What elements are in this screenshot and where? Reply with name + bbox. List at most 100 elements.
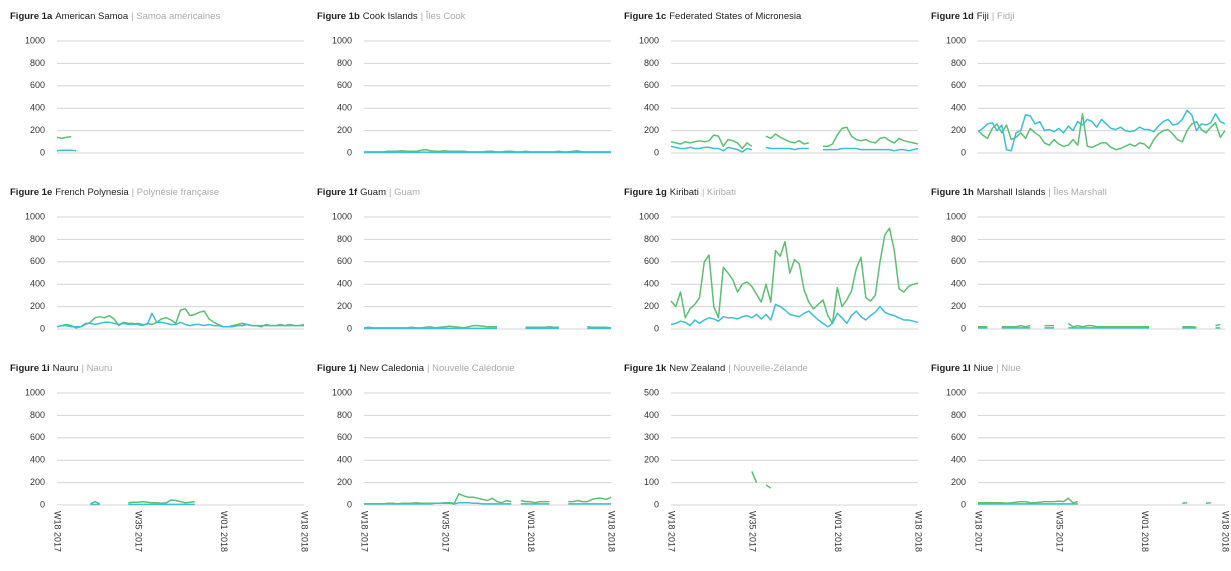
panel-title: Figure 1i Nauru | Nauru: [10, 363, 112, 374]
figure-label: Figure 1j: [317, 363, 357, 374]
panel: Figure 1h Marshall Islands | Îles Marshall…: [931, 187, 1225, 333]
panel-title: Figure 1l Niue | Niue: [931, 363, 1021, 374]
country-name: New Zealand: [669, 363, 725, 374]
panel: Figure 1i Nauru | Nauru 0 200 400 600 800 1000 W1…: [10, 363, 310, 553]
series-line: [670, 145, 919, 153]
country-name: American Samoa: [55, 11, 129, 22]
figure-label: Figure 1b: [317, 11, 360, 22]
y-tick-label: 400: [951, 455, 966, 465]
y-tick-label: 1000: [946, 387, 966, 397]
y-tick-label: 600: [30, 432, 45, 442]
x-tick-label: W35 2017: [1054, 511, 1064, 552]
country-name: Guam: [360, 187, 386, 198]
y-tick-label: 1000: [332, 211, 352, 221]
series-line: [364, 493, 612, 505]
y-tick-label: 1000: [946, 35, 966, 45]
y-tick-label: 200: [951, 477, 966, 487]
x-tick-label: W35 2017: [133, 511, 143, 552]
y-tick-label: 1000: [946, 211, 966, 221]
y-tick-label: 400: [951, 103, 966, 113]
x-tick-label: W18 2017: [667, 511, 677, 552]
y-tick-label: 0: [40, 499, 45, 509]
panel-title: Figure 1c Federated States of Micronesia: [624, 11, 802, 22]
y-tick-label: 600: [337, 432, 352, 442]
panel-title: Figure 1b Cook Islands | Îles Cook: [317, 11, 466, 22]
y-tick-label: 0: [961, 499, 966, 509]
series-line: [670, 126, 919, 150]
panel: Figure 1d Fiji | Fidji 0 200 400 600 800 1000: [931, 11, 1226, 157]
x-tick-label: W18 2017: [974, 511, 984, 552]
x-tick-label: W01 2018: [833, 511, 843, 552]
y-tick-label: 1000: [332, 387, 352, 397]
y-tick-label: 300: [644, 432, 659, 442]
y-tick-label: 600: [30, 256, 45, 266]
series-line: [364, 502, 611, 505]
country-name: Niue: [974, 363, 994, 374]
y-tick-label: 800: [30, 58, 45, 68]
y-tick-label: 400: [644, 410, 659, 420]
y-tick-label: 600: [644, 256, 659, 266]
y-tick-label: 0: [347, 499, 352, 509]
country-name-fr: | Îles Marshall: [1048, 187, 1106, 198]
panel-title: Figure 1j New Caledonia | Nouvelle Calédon…: [317, 363, 515, 374]
country-name: Kiribati: [670, 187, 699, 198]
y-tick-label: 0: [40, 147, 45, 157]
series-line: [89, 499, 195, 505]
y-tick-label: 800: [644, 58, 659, 68]
panel: Figure 1f Guam | Guam 0 200 400 600 800 1000: [317, 187, 612, 333]
y-tick-label: 400: [644, 103, 659, 113]
figure-label: Figure 1c: [624, 11, 666, 22]
panel: Figure 1l Niue | Niue 0 200 400 600 800 1000 W18 …: [931, 363, 1231, 553]
series-line: [364, 148, 611, 153]
y-tick-label: 600: [951, 80, 966, 90]
y-tick-label: 400: [644, 279, 659, 289]
series-line: [977, 113, 1226, 151]
series-line: [670, 303, 919, 328]
y-tick-label: 400: [337, 279, 352, 289]
series-line: [751, 471, 772, 489]
y-tick-label: 800: [337, 58, 352, 68]
figure-label: Figure 1l: [931, 363, 971, 374]
y-tick-label: 400: [951, 279, 966, 289]
y-tick-label: 200: [951, 125, 966, 135]
figure-label: Figure 1g: [624, 187, 667, 198]
country-name-fr: | Samoa américaines: [131, 11, 220, 22]
y-tick-label: 100: [644, 477, 659, 487]
x-tick-label: W18 2017: [53, 511, 63, 552]
y-tick-label: 800: [951, 58, 966, 68]
x-tick-label: W35 2017: [440, 511, 450, 552]
y-tick-label: 0: [961, 147, 966, 157]
y-tick-label: 200: [30, 125, 45, 135]
y-tick-label: 800: [337, 410, 352, 420]
y-tick-label: 400: [30, 455, 45, 465]
figure-label: Figure 1f: [317, 187, 358, 198]
country-name: Cook Islands: [363, 11, 418, 22]
panel: Figure 1g Kiribati | Kiribati 0 200 400 600 800…: [624, 187, 919, 333]
x-tick-label: W18 2017: [360, 511, 370, 552]
panel: Figure 1c Federated States of Micronesia 0…: [624, 11, 919, 157]
y-tick-label: 800: [337, 234, 352, 244]
y-tick-label: 800: [644, 234, 659, 244]
panel-title: Figure 1a American Samoa | Samoa américain…: [10, 11, 220, 22]
y-tick-label: 0: [347, 147, 352, 157]
panel-title: Figure 1d Fiji | Fidji: [931, 11, 1014, 22]
country-name: Marshall Islands: [977, 187, 1046, 198]
y-tick-label: 600: [951, 432, 966, 442]
y-tick-label: 400: [337, 103, 352, 113]
x-tick-label: W01 2018: [526, 511, 536, 552]
country-name: French Polynesia: [55, 187, 129, 198]
panel-title: Figure 1g Kiribati | Kiribati: [624, 187, 736, 198]
y-tick-label: 0: [347, 323, 352, 333]
y-tick-label: 200: [30, 301, 45, 311]
y-tick-label: 600: [30, 80, 45, 90]
panel: Figure 1j New Caledonia | Nouvelle Calédon…: [317, 363, 617, 553]
y-tick-label: 200: [337, 301, 352, 311]
figure-label: Figure 1i: [10, 363, 50, 374]
series-line: [978, 497, 1211, 505]
y-tick-label: 800: [951, 234, 966, 244]
series-line: [363, 324, 612, 329]
panel-title: Figure 1e French Polynesia | Polynésie fra…: [10, 187, 219, 198]
figure-label: Figure 1k: [624, 363, 667, 374]
y-tick-label: 1000: [25, 211, 45, 221]
y-tick-label: 600: [644, 80, 659, 90]
